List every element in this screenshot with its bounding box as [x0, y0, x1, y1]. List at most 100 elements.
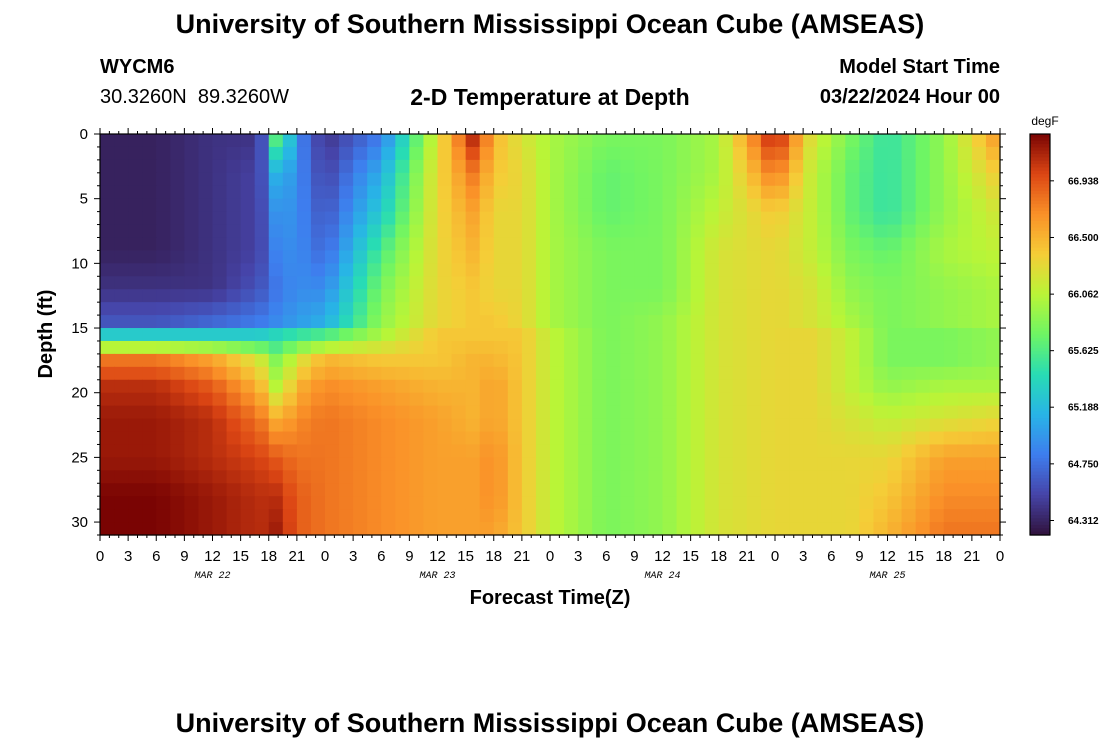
heatmap-cell: [606, 224, 621, 239]
heatmap-cell: [592, 509, 607, 523]
heatmap-cell: [170, 134, 185, 148]
heatmap-cell: [859, 146, 875, 161]
heatmap-cell: [395, 522, 410, 536]
heatmap-cell: [114, 483, 129, 497]
heatmap-cell: [718, 146, 734, 161]
heatmap-cell: [296, 470, 312, 484]
heatmap-cell: [915, 328, 931, 342]
heatmap-cell: [746, 379, 762, 394]
heatmap-cell: [859, 134, 875, 148]
heatmap-cell: [339, 198, 354, 213]
heatmap-cell: [957, 444, 973, 458]
heatmap-cell: [831, 379, 846, 394]
heatmap-cell: [859, 315, 875, 329]
heatmap-cell: [873, 134, 889, 148]
heatmap-cell: [170, 431, 185, 446]
heatmap-cell: [409, 276, 425, 290]
heatmap-cell: [395, 353, 410, 368]
heatmap-cell: [676, 470, 692, 484]
heatmap-cell: [620, 224, 635, 239]
heatmap-cell: [282, 224, 298, 239]
heatmap-cell: [592, 134, 607, 148]
heatmap-cell: [282, 405, 298, 420]
heatmap-cell: [226, 457, 242, 471]
heatmap-cell: [648, 392, 664, 407]
heatmap-cell: [128, 159, 143, 174]
heatmap-cell: [535, 315, 551, 329]
heatmap-cell: [114, 198, 129, 213]
heatmap-cell: [718, 250, 734, 264]
heatmap-cell: [760, 315, 776, 329]
heatmap-cell: [732, 509, 748, 523]
heatmap-cell: [142, 250, 157, 264]
heatmap-cell: [817, 289, 832, 303]
heatmap-cell: [268, 340, 284, 355]
heatmap-cell: [100, 431, 115, 446]
heatmap-cell: [578, 328, 593, 342]
heatmap-cell: [282, 134, 298, 148]
colorbar-segment: [1030, 197, 1050, 202]
heatmap-cell: [451, 237, 467, 252]
heatmap-cell: [507, 353, 523, 368]
heatmap-cell: [718, 224, 734, 239]
heatmap-cell: [634, 470, 650, 484]
heatmap-cell: [831, 509, 846, 523]
colorbar-segment: [1030, 518, 1050, 523]
heatmap-cell: [746, 328, 762, 342]
heatmap-cell: [170, 328, 185, 342]
colorbar-segment: [1030, 488, 1050, 493]
heatmap-cell: [128, 146, 143, 161]
heatmap-cell: [550, 159, 565, 174]
heatmap-cell: [690, 172, 706, 187]
heatmap-cell: [184, 172, 200, 187]
heatmap-cell: [803, 392, 818, 407]
heatmap-cell: [409, 263, 425, 277]
heatmap-cell: [704, 134, 720, 148]
heatmap-cell: [789, 134, 804, 148]
heatmap-cell: [606, 134, 621, 148]
heatmap-cell: [395, 250, 410, 264]
heatmap-cell: [240, 418, 256, 433]
heatmap-cell: [535, 224, 551, 239]
heatmap-cell: [704, 444, 720, 458]
heatmap-cell: [156, 172, 171, 187]
heatmap-cell: [310, 366, 326, 381]
heatmap-cell: [381, 159, 396, 174]
heatmap-cell: [493, 366, 509, 381]
colorbar-segment: [1030, 514, 1050, 519]
heatmap-cell: [901, 483, 917, 497]
heatmap-cell: [142, 289, 157, 303]
heatmap-cell: [620, 392, 635, 407]
heatmap-cell: [648, 340, 664, 355]
heatmap-cell: [325, 431, 340, 446]
heatmap-cell: [718, 392, 734, 407]
heatmap-cell: [592, 276, 607, 290]
heatmap-cell: [240, 185, 256, 200]
heatmap-cell: [662, 198, 678, 213]
heatmap-cell: [170, 198, 185, 213]
heatmap-cell: [803, 328, 818, 342]
heatmap-cell: [212, 172, 228, 187]
heatmap-cell: [718, 496, 734, 510]
heatmap-cell: [268, 198, 284, 213]
heatmap-cell: [732, 418, 748, 433]
heatmap-cell: [310, 263, 326, 277]
heatmap-cell: [985, 418, 1001, 433]
heatmap-cell: [240, 146, 256, 161]
heatmap-cell: [985, 509, 1001, 523]
axes: 0 3 6 9 12 15 18 21 0 3 6 9 12 15 18 21 0 3 6 9 12 15 18 21 0 3 6 9…: [71, 126, 1006, 582]
heatmap-cell: [817, 483, 832, 497]
heatmap-cell: [985, 185, 1001, 200]
heatmap-cell: [128, 250, 143, 264]
heatmap-cell: [831, 405, 846, 420]
heatmap-cell: [760, 289, 776, 303]
heatmap-cell: [535, 418, 551, 433]
heatmap-cell: [732, 392, 748, 407]
heatmap-cell: [873, 159, 889, 174]
heatmap-cell: [521, 431, 537, 446]
day-label: MAR 23: [419, 571, 455, 582]
heatmap-cell: [732, 172, 748, 187]
colorbar-segment: [1030, 194, 1050, 199]
heatmap-cell: [240, 250, 256, 264]
heatmap-cell: [564, 224, 579, 239]
